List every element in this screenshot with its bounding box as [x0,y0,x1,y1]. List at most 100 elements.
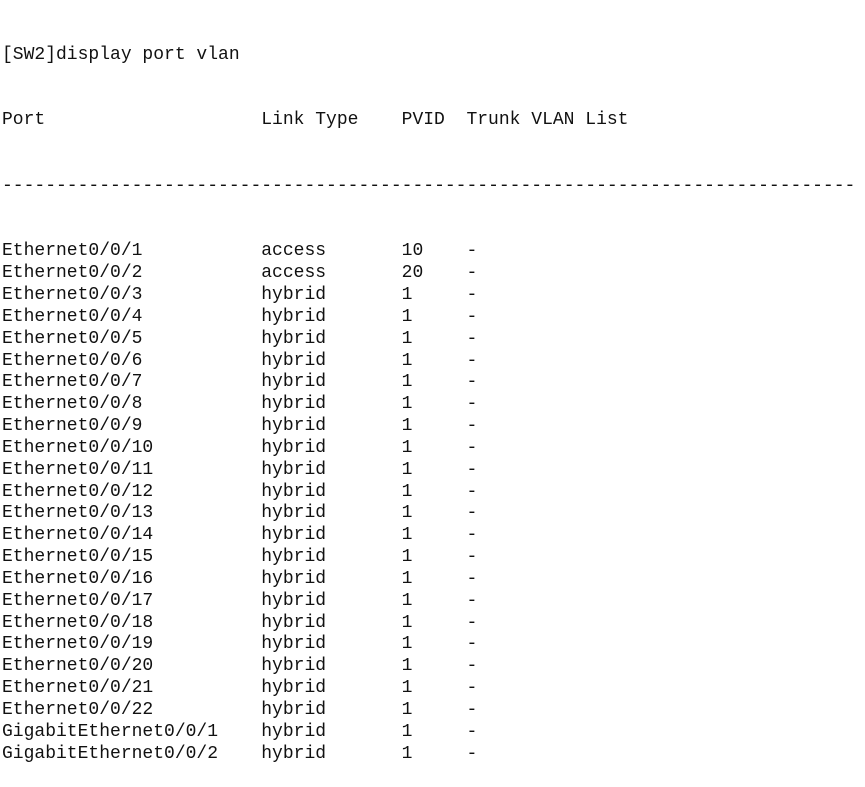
cell-pvid: 1 [401,372,413,393]
cell-link-type: hybrid [261,394,327,415]
cell-pvid: 1 [401,743,413,764]
table-row: Ethernet0/0/13 hybrid 1 - [2,503,855,525]
cell-port: Ethernet0/0/19 [2,634,154,655]
cell-link-type: hybrid [261,656,327,677]
cell-link-type: hybrid [261,503,327,524]
cell-pvid: 1 [401,416,413,437]
cell-link-type: hybrid [261,306,327,327]
cell-link-type: hybrid [261,547,327,568]
cell-trunk-vlan-list: - [466,437,478,458]
cell-trunk-vlan-list: - [466,568,478,589]
cell-pvid: 1 [401,568,413,589]
cell-pvid: 1 [401,612,413,633]
command-text: [SW2]display port vlan [2,44,240,65]
cell-port: Ethernet0/0/1 [2,241,143,262]
cell-trunk-vlan-list: - [466,634,478,655]
cell-pvid: 1 [401,678,413,699]
cell-link-type: access [261,241,327,262]
cell-pvid: 1 [401,700,413,720]
cell-port: Ethernet0/0/9 [2,416,143,437]
header-trunk-vlan-list: Trunk VLAN List [466,110,629,131]
command-line: [SW2]display port vlan [2,45,855,67]
cell-pvid: 1 [401,350,413,371]
cell-port: Ethernet0/0/15 [2,547,154,568]
table-row: Ethernet0/0/11 hybrid 1 - [2,460,855,482]
cell-link-type: access [261,263,327,284]
cell-pvid: 1 [401,525,413,546]
cell-pvid: 1 [401,547,413,568]
cell-link-type: hybrid [261,350,327,371]
table-row: Ethernet0/0/8 hybrid 1 - [2,394,855,416]
table-row: Ethernet0/0/21 hybrid 1 - [2,678,855,700]
table-row: Ethernet0/0/9 hybrid 1 - [2,416,855,438]
table-row: Ethernet0/0/17 hybrid 1 - [2,591,855,613]
cell-port: Ethernet0/0/8 [2,394,143,415]
cell-port: Ethernet0/0/16 [2,568,154,589]
header-pvid: PVID [401,110,445,131]
cell-port: Ethernet0/0/18 [2,612,154,633]
cell-port: Ethernet0/0/14 [2,525,154,546]
cell-trunk-vlan-list: - [466,328,478,349]
cell-port: Ethernet0/0/6 [2,350,143,371]
table-row: GigabitEthernet0/0/2 hybrid 1 - [2,744,855,766]
cell-link-type: hybrid [261,612,327,633]
cell-trunk-vlan-list: - [466,394,478,415]
cell-port: Ethernet0/0/4 [2,306,143,327]
cell-trunk-vlan-list: - [466,350,478,371]
cell-pvid: 1 [401,481,413,502]
cell-trunk-vlan-list: - [466,525,478,546]
separator-line: ----------------------------------------… [2,176,855,198]
cell-link-type: hybrid [261,678,327,699]
cell-port: GigabitEthernet0/0/1 [2,721,219,742]
port-table-body: Ethernet0/0/1 access 10 - Ethernet0/0/2 acces… [2,241,855,765]
cell-port: Ethernet0/0/7 [2,372,143,393]
cell-trunk-vlan-list: - [466,547,478,568]
cell-pvid: 1 [401,394,413,415]
cell-port: Ethernet0/0/10 [2,437,154,458]
table-row: Ethernet0/0/2 access 20 - [2,263,855,285]
cell-link-type: hybrid [261,590,327,611]
cell-port: Ethernet0/0/5 [2,328,143,349]
cell-pvid: 1 [401,590,413,611]
cell-pvid: 1 [401,721,413,742]
cell-pvid: 1 [401,306,413,327]
cell-link-type: hybrid [261,525,327,546]
cell-trunk-vlan-list: - [466,700,478,720]
cell-link-type: hybrid [261,481,327,502]
cell-port: Ethernet0/0/21 [2,678,154,699]
cell-link-type: hybrid [261,437,327,458]
table-row: Ethernet0/0/20 hybrid 1 - [2,656,855,678]
cell-link-type: hybrid [261,459,327,480]
table-row: Ethernet0/0/1 access 10 - [2,241,855,263]
table-row: Ethernet0/0/18 hybrid 1 - [2,613,855,635]
cell-trunk-vlan-list: - [466,459,478,480]
cell-trunk-vlan-list: - [466,743,478,764]
cell-pvid: 1 [401,459,413,480]
table-row: Ethernet0/0/14 hybrid 1 - [2,525,855,547]
cell-pvid: 1 [401,634,413,655]
cell-port: Ethernet0/0/17 [2,590,154,611]
cell-trunk-vlan-list: - [466,656,478,677]
cell-port: Ethernet0/0/2 [2,263,143,284]
cell-port: Ethernet0/0/13 [2,503,154,524]
cell-link-type: hybrid [261,284,327,305]
table-row: Ethernet0/0/22 hybrid 1 - [2,700,855,722]
cell-link-type: hybrid [261,328,327,349]
cell-link-type: hybrid [261,743,327,764]
cell-trunk-vlan-list: - [466,678,478,699]
cell-link-type: hybrid [261,700,327,720]
cell-port: Ethernet0/0/20 [2,656,154,677]
cell-trunk-vlan-list: - [466,590,478,611]
table-row: Ethernet0/0/6 hybrid 1 - [2,351,855,373]
cell-trunk-vlan-list: - [466,263,478,284]
cell-link-type: hybrid [261,416,327,437]
table-row: Ethernet0/0/10 hybrid 1 - [2,438,855,460]
table-row: Ethernet0/0/12 hybrid 1 - [2,482,855,504]
table-row: Ethernet0/0/16 hybrid 1 - [2,569,855,591]
cell-pvid: 10 [401,241,424,262]
cell-link-type: hybrid [261,568,327,589]
header-port: Port [2,110,46,131]
cell-trunk-vlan-list: - [466,612,478,633]
table-row: Ethernet0/0/5 hybrid 1 - [2,329,855,351]
